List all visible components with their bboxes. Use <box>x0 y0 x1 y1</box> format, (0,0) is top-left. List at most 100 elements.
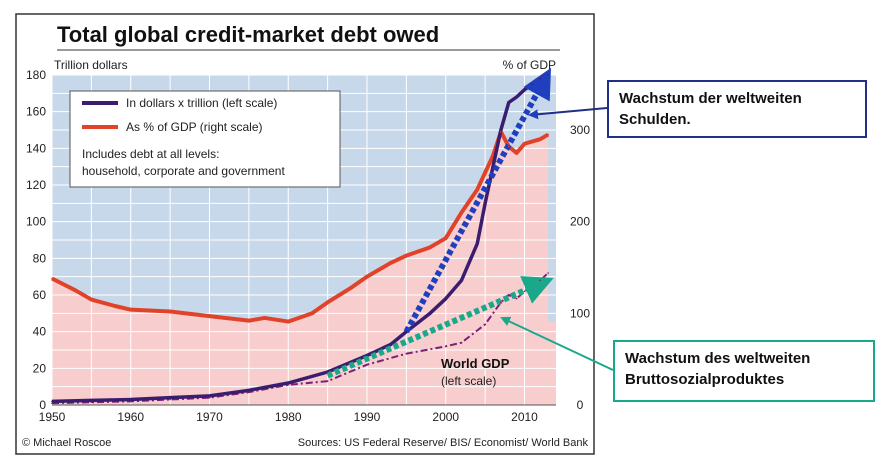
data-point <box>74 289 77 292</box>
x-tick-label: 2010 <box>511 410 538 424</box>
data-point <box>366 354 368 357</box>
right-tick-label: 300 <box>570 123 590 137</box>
debt-callout-line1: Wachstum der weltweiten <box>619 90 802 107</box>
right-axis-label: % of GDP <box>503 58 556 72</box>
data-point <box>515 152 518 154</box>
x-tick-label: 1990 <box>354 410 381 424</box>
data-point <box>429 246 431 249</box>
data-point <box>405 352 408 355</box>
data-point <box>515 297 518 300</box>
left-tick-label: 160 <box>26 105 46 119</box>
legend-note-line1: Includes debt at all levels: <box>82 147 219 161</box>
left-tick-label: 80 <box>33 251 47 265</box>
data-point <box>476 242 479 245</box>
data-point <box>208 315 211 317</box>
right-tick-label: 100 <box>570 306 590 320</box>
data-point <box>539 77 542 80</box>
left-tick-label: 60 <box>33 288 47 302</box>
right-axis-ticks: 0 100 200 300 <box>570 123 590 412</box>
world-gdp-annotation: World GDP <box>441 356 510 371</box>
right-tick-label: 0 <box>577 398 584 412</box>
data-point <box>169 398 171 401</box>
data-point <box>129 400 132 403</box>
data-point <box>523 290 526 293</box>
data-point <box>523 142 526 145</box>
data-point <box>492 165 494 168</box>
left-tick-label: 0 <box>39 398 46 412</box>
data-point <box>460 211 463 214</box>
left-axis-label: Trillion dollars <box>54 58 128 72</box>
data-point <box>326 301 329 304</box>
data-point <box>444 345 447 348</box>
data-point <box>531 83 534 85</box>
left-tick-label: 100 <box>26 215 46 229</box>
chart-credit: © Michael Roscoe <box>22 437 111 449</box>
right-tick-label: 200 <box>570 215 590 229</box>
data-point <box>208 395 211 397</box>
left-tick-label: 40 <box>33 325 47 339</box>
data-point <box>169 396 171 399</box>
gdp-callout-line1: Wachstum des weltweiten <box>625 350 811 367</box>
data-point <box>444 297 447 300</box>
x-tick-label: 2000 <box>432 410 459 424</box>
data-point <box>326 380 329 382</box>
data-point <box>444 237 447 239</box>
debt-callout-line2: Schulden. <box>619 111 691 128</box>
legend-label-percent: As % of GDP (right scale) <box>126 120 263 134</box>
data-point <box>350 286 353 289</box>
chart-title: Total global credit-market debt owed <box>57 22 439 47</box>
gdp-callout-line2: Bruttosozialproduktes <box>625 371 785 388</box>
data-point <box>507 294 510 296</box>
data-point <box>208 396 211 399</box>
gdp-trend-arrow <box>326 276 554 379</box>
x-tick-label: 1950 <box>39 410 66 424</box>
data-point <box>248 391 250 393</box>
debt-growth-callout: Wachstum der weltweiten Schulden. <box>607 80 867 138</box>
data-point <box>507 101 510 104</box>
gdp-callout-pointer <box>500 316 614 371</box>
data-point <box>460 341 463 344</box>
data-point <box>51 400 53 403</box>
series-line-dollars-trillion <box>51 73 549 404</box>
left-tick-label: 140 <box>26 141 46 155</box>
data-point <box>492 154 494 157</box>
data-point <box>515 96 518 98</box>
data-point <box>114 305 116 307</box>
data-point <box>51 277 53 280</box>
data-point <box>547 272 549 274</box>
data-point <box>287 382 290 384</box>
data-point <box>539 279 542 282</box>
data-point <box>248 319 250 322</box>
data-point <box>405 254 408 257</box>
x-tick-label: 1970 <box>196 410 223 424</box>
data-point <box>476 188 479 191</box>
data-point <box>129 308 132 311</box>
data-point <box>129 398 132 401</box>
data-point <box>389 343 392 346</box>
legend-note-line2: household, corporate and government <box>82 164 285 178</box>
left-axis-ticks: 0 20 40 60 80 100 120 140 160 180 <box>26 68 46 412</box>
data-point <box>366 363 368 366</box>
data-point <box>90 401 93 404</box>
data-point <box>263 317 266 319</box>
data-point <box>90 298 93 301</box>
gdp-growth-callout: Wachstum des weltweiten Bruttosozialprod… <box>613 340 875 402</box>
world-gdp-annotation-scale: (left scale) <box>441 374 496 388</box>
data-point <box>169 310 171 313</box>
data-point <box>500 129 502 131</box>
data-point <box>500 131 502 133</box>
data-point <box>500 301 502 304</box>
data-point <box>523 88 526 91</box>
data-point <box>311 312 313 315</box>
left-tick-label: 120 <box>26 178 46 192</box>
data-point <box>405 330 408 333</box>
data-point <box>90 399 93 402</box>
data-point <box>389 262 392 264</box>
x-tick-label: 1980 <box>275 410 302 424</box>
legend-label-dollars: In dollars x trillion (left scale) <box>126 96 277 110</box>
debt-trend-arrow <box>403 67 552 334</box>
data-point <box>429 312 431 315</box>
data-point <box>287 384 290 386</box>
data-point <box>366 275 368 278</box>
data-point <box>287 320 290 323</box>
